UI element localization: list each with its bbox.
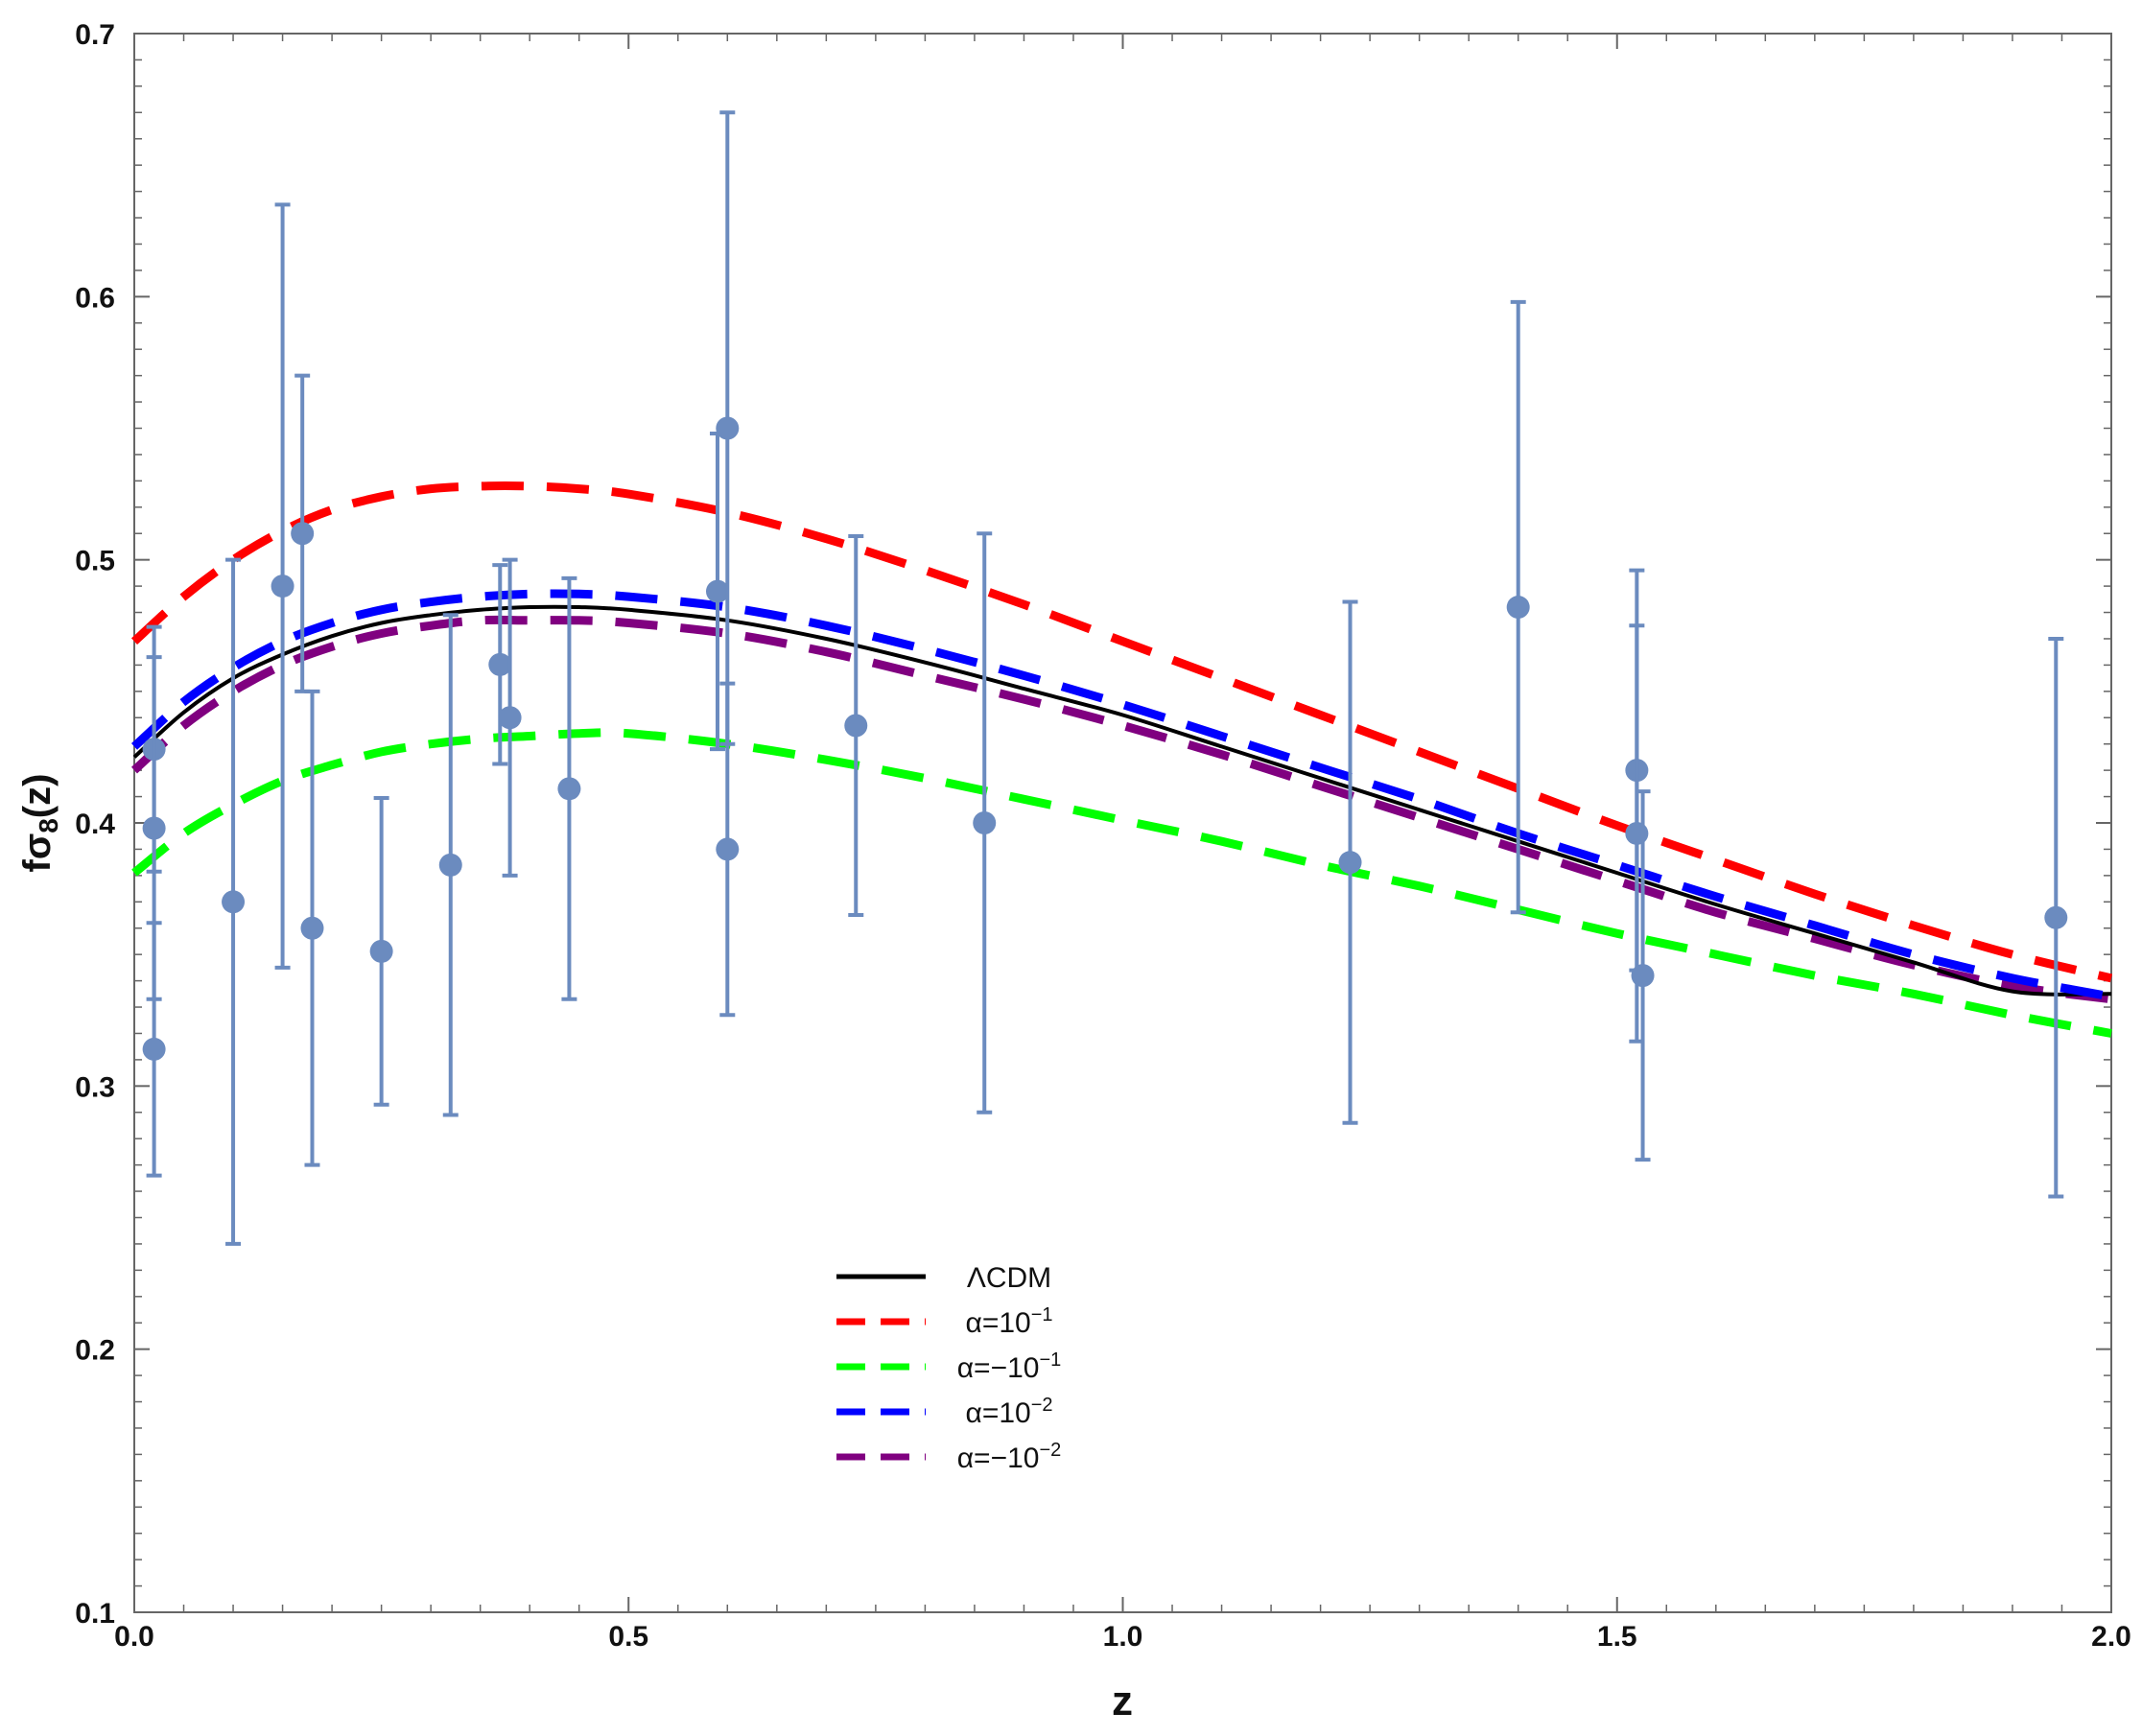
data-point [1631,789,1655,1162]
data-point [1338,599,1362,1125]
data-point [291,373,315,693]
legend-item: α=10−1 [836,1304,1053,1339]
legend-label-sup: −2 [1031,1395,1053,1416]
legend-label: ΛCDM [967,1262,1051,1294]
data-marker [973,811,997,834]
series-line [130,615,2112,1004]
data-marker [716,416,740,440]
y-axis-title-sub: 8 [34,818,63,833]
x-tick-label: 1.5 [1597,1621,1637,1653]
data-marker [716,837,740,861]
series-line [130,481,2113,983]
minor-ticks [134,34,2111,1612]
y-tick-label: 0.2 [75,1335,115,1367]
data-point [844,533,868,918]
legend-label-main: α=−10 [957,1352,1040,1384]
data-point [369,795,393,1107]
data-point [271,202,294,970]
data-point [300,689,324,1167]
y-axis: 0.1 0.2 0.3 0.4 0.5 0.6 0.7 [75,19,2111,1630]
y-axis-title-tail: (z) [16,774,59,819]
data-point [2044,636,2068,1199]
legend-label: α=−10−1 [957,1349,1062,1384]
data-marker [222,890,246,914]
plot-frame [133,33,2112,1613]
legend-label-sup: −1 [1031,1304,1053,1325]
legend-item: α=−10−1 [836,1349,1061,1384]
legend-label: α=10−2 [965,1395,1052,1429]
data-marker [142,1037,166,1061]
legend-label-main: α=10 [965,1397,1030,1429]
legend-label: α=10−1 [965,1304,1052,1339]
series-line [131,728,2112,1038]
data-point [716,681,740,1018]
x-tick-label: 0.5 [608,1621,648,1653]
y-tick-label: 0.4 [75,809,115,840]
data-point [1506,299,1530,915]
data-marker [1338,851,1362,875]
data-marker [438,853,462,877]
data-marker [300,916,324,940]
data-points [142,110,2068,1246]
x-tick-label: 2.0 [2091,1621,2131,1653]
y-tick-label: 0.6 [75,282,115,314]
series-line [130,589,2112,1001]
legend-item: α=−10−2 [836,1440,1061,1474]
data-marker [488,652,512,676]
data-marker [271,575,294,598]
data-marker [498,706,522,730]
y-tick-label: 0.7 [75,19,115,51]
data-marker [1631,964,1655,988]
legend-item: α=10−2 [836,1395,1053,1429]
x-tick-label: 0.0 [114,1621,154,1653]
data-point [973,531,997,1114]
data-marker [142,816,166,840]
y-tick-label: 0.3 [75,1071,115,1103]
x-axis-title: z [1112,1677,1133,1724]
data-marker [1625,821,1649,845]
legend-label-main: α=−10 [957,1443,1040,1474]
x-axis: 0.0 0.5 1.0 1.5 2.0 [114,34,2131,1653]
legend-label: α=−10−2 [957,1440,1062,1474]
data-marker [2044,905,2068,929]
data-point [557,575,581,1001]
y-tick-label: 0.1 [75,1598,115,1630]
data-point [705,431,729,752]
y-axis-title-main: fσ [16,833,59,873]
data-point [716,110,740,746]
data-point [488,563,512,766]
legend-label-sup: −2 [1039,1440,1061,1461]
data-point [498,557,522,878]
series-line [132,604,2112,997]
legend-label-main: ΛCDM [967,1262,1051,1294]
data-marker [369,939,393,963]
data-marker [1506,596,1530,620]
legend-label-main: α=10 [965,1307,1030,1339]
legend-item: ΛCDM [836,1262,1051,1294]
data-marker [705,579,729,603]
legend-label-sup: −1 [1039,1349,1061,1371]
data-point [222,557,246,1246]
x-tick-label: 1.0 [1103,1621,1143,1653]
data-marker [844,714,868,738]
y-axis-title: fσ8(z) [16,774,63,873]
data-marker [557,777,581,801]
series-lines [130,481,2113,1038]
y-tick-label: 0.5 [75,546,115,577]
data-point [438,613,462,1117]
data-point [142,921,166,1178]
data-marker [291,522,315,546]
